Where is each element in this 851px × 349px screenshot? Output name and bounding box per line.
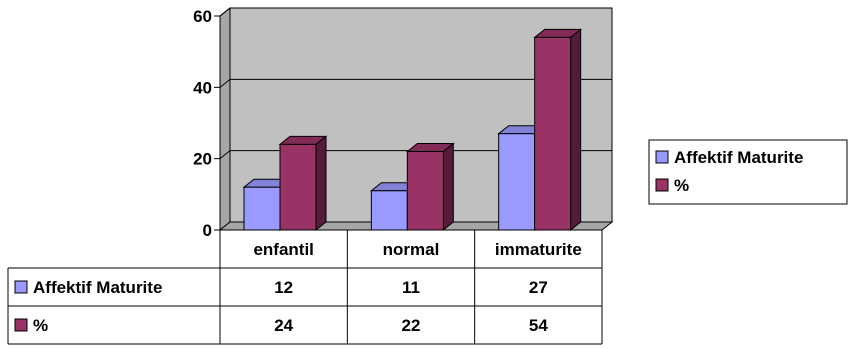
table-cell-value: 27 [529,278,548,297]
bar-front [406,151,444,231]
legend-label: % [674,176,689,195]
legend-swatch [655,178,669,192]
table-cell-value: 11 [402,278,420,297]
y-tick-label: 20 [193,150,212,169]
bar-front [534,36,572,231]
table-series-name: Affektif Maturite [33,278,162,297]
value-axis: 0 20 40 60 [193,7,221,240]
y-tick-label: 60 [193,7,212,26]
table-series-name: % [33,316,48,335]
gridline-side [219,7,231,17]
y-tick-label: 40 [193,78,212,97]
category-label: immaturite [495,240,582,259]
table-cell-value: 54 [529,316,548,335]
bar-front [279,143,317,231]
table-series-key [14,318,28,332]
data-table: enfantil normal immaturite Affektif Maturit… [7,229,603,345]
bar-side [442,142,454,232]
category-label: normal [383,240,440,259]
legend-box [648,139,848,205]
table-cell-value: 24 [274,316,293,335]
y-tick-label: 0 [203,221,212,240]
bar-front [498,133,536,231]
legend: Affektif Maturite% [648,139,848,205]
bar-side [570,28,582,232]
legend-label: Affektif Maturite [674,148,803,167]
bar-front [243,186,281,231]
category-label: enfantil [253,240,313,259]
bars [242,28,583,232]
bar-front [370,190,408,231]
table-cell-value: 12 [274,278,293,297]
table-cell-value: 22 [402,316,421,335]
table-series-key [14,280,28,294]
side-wall [219,6,231,232]
gridline-side [219,78,231,88]
gridline-side [219,150,231,160]
bar-side [315,135,327,232]
bar [405,142,455,232]
bar [278,135,328,232]
legend-swatch [655,150,669,164]
bar [533,28,583,232]
